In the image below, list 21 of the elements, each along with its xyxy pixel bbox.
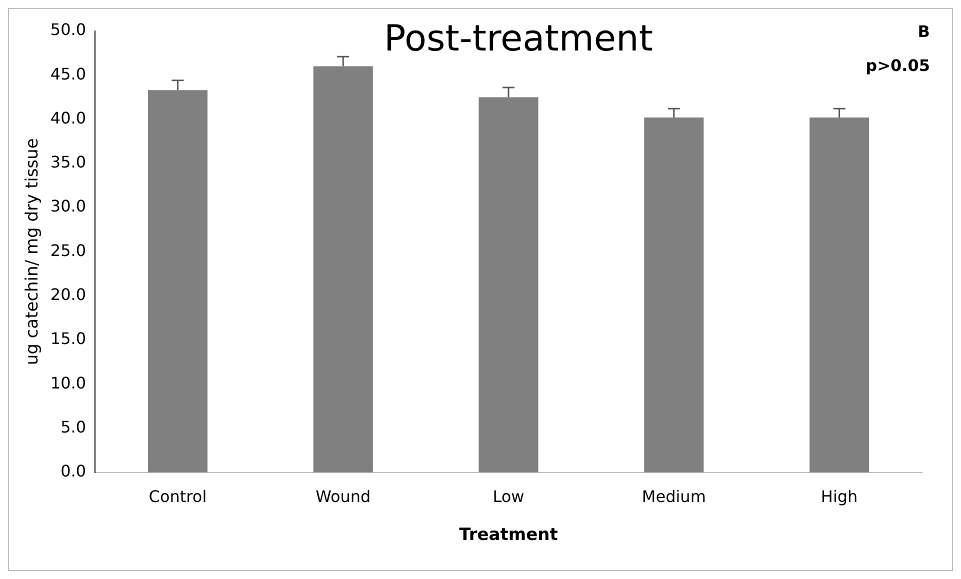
y-axis-title: ug catechin/ mg dry tissue — [22, 138, 43, 366]
y-tick-label: 15.0 — [50, 329, 86, 348]
x-tick-label: Control — [148, 487, 207, 506]
y-tick-label: 50.0 — [50, 20, 86, 40]
x-tick-label: Low — [492, 487, 524, 506]
y-tick-label: 10.0 — [50, 373, 86, 392]
x-tick-label: Medium — [642, 487, 706, 506]
y-tick-label: 30.0 — [50, 196, 86, 216]
annotation: p>0.05 — [866, 56, 930, 76]
annotation: B — [918, 22, 930, 42]
x-tick-label: High — [820, 487, 858, 506]
y-tick-label: 20.0 — [50, 284, 86, 304]
y-tick-label: 45.0 — [50, 64, 86, 84]
y-tick-label: 35.0 — [50, 152, 86, 172]
chart-title: Post-treatment — [384, 18, 653, 60]
y-tick-label: 40.0 — [50, 108, 86, 128]
y-tick-label: 5.0 — [60, 417, 86, 436]
x-axis-title: Treatment — [459, 525, 558, 546]
y-tick-label: 25.0 — [50, 240, 86, 260]
y-tick-label: 0.0 — [60, 462, 86, 481]
x-tick-label: Wound — [316, 487, 371, 506]
